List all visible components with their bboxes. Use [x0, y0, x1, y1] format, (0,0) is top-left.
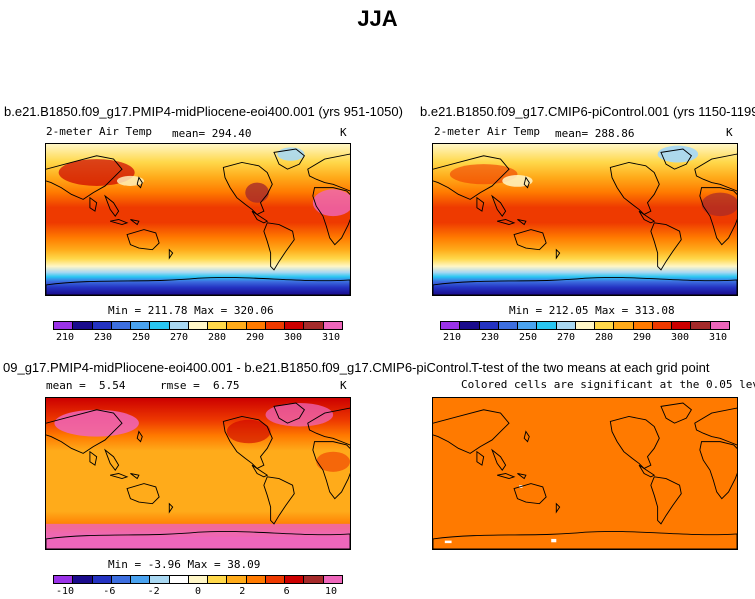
colorbar-swatch [111, 322, 132, 329]
colorbar-swatch [208, 576, 228, 583]
colorbar-swatch [479, 322, 499, 329]
panel4-map [432, 397, 738, 550]
colorbar-tick-label: 210 [55, 332, 75, 343]
colorbar-swatch [111, 576, 132, 583]
colorbar-swatch [188, 576, 209, 583]
panel2-units: K [726, 126, 733, 139]
colorbar-tick-label: 2 [239, 586, 246, 597]
colorbar-swatch [652, 322, 673, 329]
colorbar-tick-label: 210 [442, 332, 462, 343]
colorbar-tick-label: -10 [55, 586, 75, 597]
colorbar-swatch [595, 322, 615, 329]
panel3-min-max: Min = -3.96 Max = 38.09 [108, 558, 261, 571]
colorbar-tick-label: 310 [708, 332, 728, 343]
colorbar-swatch [518, 322, 538, 329]
panel2-colorbar [440, 321, 730, 330]
panel1-units: K [340, 126, 347, 139]
colorbar-swatch [460, 322, 480, 329]
panel2-colorbar-ticks: 210 230 250 270 280 290 300 310 [437, 332, 733, 343]
colorbar-swatch [227, 322, 247, 329]
colorbar-swatch [304, 576, 324, 583]
colorbar-tick-label: 230 [480, 332, 500, 343]
colorbar-swatch [227, 576, 247, 583]
panel3-colorbar [53, 575, 343, 584]
colorbar-swatch [246, 322, 266, 329]
colorbar-swatch [265, 322, 286, 329]
colorbar-tick-label: 230 [93, 332, 113, 343]
colorbar-swatch [150, 576, 170, 583]
panel4-subtitle: Colored cells are significant at the 0.0… [461, 378, 755, 391]
panel3-rmse: rmse = 6.75 [160, 379, 240, 392]
colorbar-swatch [691, 322, 711, 329]
panel3-units: K [340, 379, 347, 392]
colorbar-swatch [265, 576, 286, 583]
colorbar-swatch [188, 322, 209, 329]
colorbar-tick-label: 300 [670, 332, 690, 343]
panel1-colorbar-ticks: 210 230 250 270 280 290 300 310 [50, 332, 346, 343]
colorbar-tick-label: 6 [283, 586, 290, 597]
panel2-map [432, 143, 738, 296]
colorbar-swatch [633, 322, 653, 329]
colorbar-swatch [304, 322, 324, 329]
panel1-title: b.e21.B1850.f09_g17.PMIP4-midPliocene-eo… [4, 104, 403, 119]
colorbar-swatch [575, 322, 596, 329]
panel3-mean: mean = 5.54 [46, 379, 126, 392]
colorbar-tick-label: 310 [321, 332, 341, 343]
panel2-mean: mean= 288.86 [555, 127, 635, 140]
colorbar-tick-label: -2 [147, 586, 160, 597]
colorbar-tick-label: 0 [194, 586, 201, 597]
colorbar-swatch [556, 322, 576, 329]
colorbar-swatch [54, 576, 74, 583]
colorbar-swatch [441, 322, 461, 329]
colorbar-tick-label: 10 [324, 586, 337, 597]
colorbar-tick-label: 290 [632, 332, 652, 343]
panel2-title: b.e21.B1850.f09_g17.CMIP6-piControl.001 … [420, 104, 755, 119]
colorbar-swatch [92, 322, 112, 329]
panel1-map [45, 143, 351, 296]
colorbar-swatch [498, 322, 519, 329]
panel3-title: 09_g17.PMIP4-midPliocene-eoi400.001 - b.… [3, 360, 471, 375]
panel1-mean: mean= 294.40 [172, 127, 252, 140]
colorbar-tick-label: 280 [207, 332, 227, 343]
panel1-min-max: Min = 211.78 Max = 320.06 [108, 304, 274, 317]
panel4-title: T-test of the two means at each grid poi… [471, 360, 710, 375]
colorbar-tick-label: 270 [556, 332, 576, 343]
colorbar-swatch [208, 322, 228, 329]
colorbar-swatch [150, 322, 170, 329]
colorbar-swatch [92, 576, 112, 583]
colorbar-swatch [537, 322, 557, 329]
colorbar-swatch [131, 322, 151, 329]
panel2-variable: 2-meter Air Temp [434, 125, 540, 138]
figure-title: JJA [357, 6, 398, 31]
colorbar-swatch [323, 322, 342, 329]
colorbar-tick-label: 300 [283, 332, 303, 343]
colorbar-swatch [131, 576, 151, 583]
colorbar-swatch [710, 322, 729, 329]
colorbar-swatch [672, 322, 692, 329]
colorbar-swatch [73, 576, 93, 583]
colorbar-swatch [323, 576, 342, 583]
colorbar-swatch [285, 322, 305, 329]
panel3-map [45, 397, 351, 550]
colorbar-swatch [169, 322, 189, 329]
colorbar-swatch [614, 322, 634, 329]
panel2-min-max: Min = 212.05 Max = 313.08 [509, 304, 675, 317]
colorbar-swatch [246, 576, 266, 583]
colorbar-swatch [73, 322, 93, 329]
panel3-colorbar-ticks: -10 -6 -2 0 2 6 10 [50, 586, 346, 597]
colorbar-tick-label: 250 [131, 332, 151, 343]
colorbar-swatch [54, 322, 74, 329]
colorbar-swatch [285, 576, 305, 583]
colorbar-tick-label: 270 [169, 332, 189, 343]
colorbar-swatch [169, 576, 189, 583]
colorbar-tick-label: 290 [245, 332, 265, 343]
colorbar-tick-label: -6 [103, 586, 116, 597]
colorbar-tick-label: 280 [594, 332, 614, 343]
colorbar-tick-label: 250 [518, 332, 538, 343]
panel1-colorbar [53, 321, 343, 330]
panel1-variable: 2-meter Air Temp [46, 125, 152, 138]
